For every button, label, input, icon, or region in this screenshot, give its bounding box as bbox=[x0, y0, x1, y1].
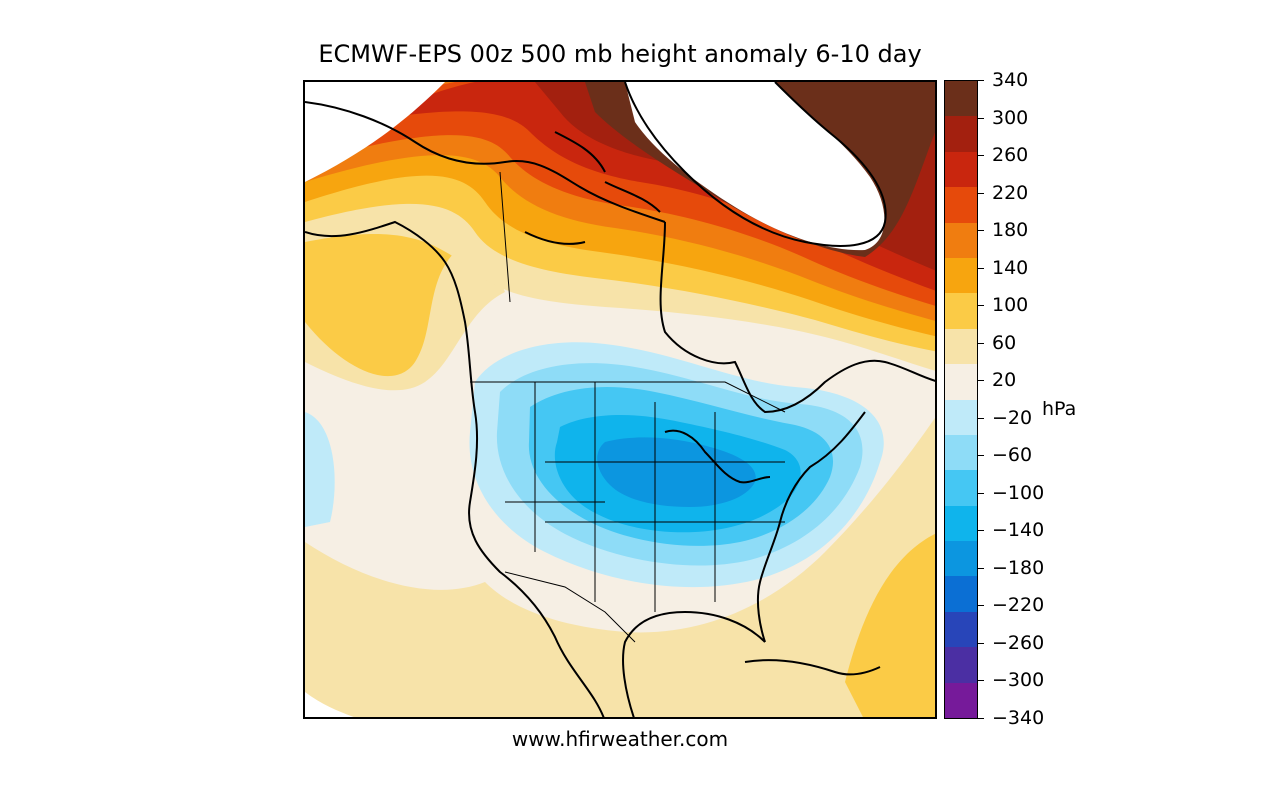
contour-20-south bbox=[305, 417, 935, 717]
colorbar-segment bbox=[945, 187, 977, 223]
colorbar-tick-mark bbox=[978, 455, 984, 456]
colorbar-tick-label: 260 bbox=[992, 144, 1029, 166]
colorbar-tick-mark bbox=[978, 305, 984, 306]
colorbar-segment bbox=[945, 116, 977, 152]
source-url: www.hfirweather.com bbox=[511, 727, 729, 751]
colorbar-tick-mark bbox=[978, 155, 984, 156]
colorbar-tick-mark bbox=[978, 118, 984, 119]
colorbar-tick-label: −260 bbox=[992, 632, 1045, 654]
colorbar bbox=[944, 80, 978, 719]
colorbar-tick-mark bbox=[978, 530, 984, 531]
colorbar-tick-label: −300 bbox=[992, 669, 1045, 691]
colorbar-tick-label: −340 bbox=[992, 707, 1045, 729]
colorbar-segment bbox=[945, 505, 977, 542]
colorbar-segment bbox=[945, 682, 977, 719]
sw-blank-corner bbox=[305, 692, 354, 717]
coastline-gulf bbox=[622, 610, 766, 717]
colorbar-tick-label: 100 bbox=[992, 294, 1029, 316]
colorbar-tick-mark bbox=[978, 493, 984, 494]
colorbar-ticks: 340 300 260 220 180 140 100 60 20 −20 −60 −100 −140 −… bbox=[978, 69, 1058, 729]
colorbar-segment bbox=[945, 364, 977, 400]
political-borders bbox=[470, 171, 786, 643]
colorbar-segment bbox=[945, 470, 977, 506]
colorbar-segment bbox=[945, 81, 977, 117]
colorbar-segment bbox=[945, 328, 977, 365]
colorbar-tick-mark bbox=[978, 380, 984, 381]
colorbar-tick-label: −60 bbox=[992, 444, 1033, 466]
colorbar-tick-mark bbox=[978, 643, 984, 644]
colorbar-segment bbox=[945, 222, 977, 258]
colorbar-segment bbox=[945, 434, 977, 471]
colorbar-tick-mark bbox=[978, 230, 984, 231]
colorbar-tick-mark bbox=[978, 80, 984, 81]
map-canvas bbox=[305, 82, 935, 717]
colorbar-tick-mark bbox=[978, 193, 984, 194]
colorbar-tick-label: 220 bbox=[992, 182, 1029, 204]
colorbar-tick-label: 300 bbox=[992, 107, 1029, 129]
coastline-west bbox=[305, 220, 605, 717]
colorbar-tick-mark bbox=[978, 680, 984, 681]
arctic-islands bbox=[524, 131, 661, 245]
colorbar-tick-mark bbox=[978, 568, 984, 569]
colorbar-tick-mark bbox=[978, 268, 984, 269]
coastlines bbox=[305, 82, 935, 717]
colorbar-tick-label: −220 bbox=[992, 594, 1045, 616]
colorbar-tick-mark bbox=[978, 418, 984, 419]
colorbar-tick-label: −140 bbox=[992, 519, 1045, 541]
anomaly-map bbox=[303, 80, 937, 719]
colorbar-tick-label: 60 bbox=[992, 332, 1017, 354]
coastline-greenland bbox=[624, 82, 887, 247]
colorbar-segment bbox=[945, 399, 977, 435]
colorbar-tick-label: 180 bbox=[992, 219, 1029, 241]
border-alaska-canada bbox=[499, 171, 511, 303]
state-lines bbox=[505, 382, 785, 612]
coastline-alaska-north bbox=[305, 101, 666, 223]
colorbar-segment bbox=[945, 257, 977, 294]
colorbar-unit: hPa bbox=[1042, 398, 1077, 420]
colorbar-segment bbox=[945, 647, 977, 683]
colorbar-tick-label: 140 bbox=[992, 257, 1029, 279]
coastline-cuba bbox=[744, 659, 881, 676]
border-canada-us bbox=[470, 381, 786, 413]
colorbar-segment bbox=[945, 293, 977, 329]
coastline-hudson-bay bbox=[659, 221, 935, 414]
contour-minus180 bbox=[597, 437, 756, 507]
colorbar-tick-label: −20 bbox=[992, 407, 1033, 429]
map-title: ECMWF-EPS 00z 500 mb height anomaly 6-10… bbox=[318, 40, 922, 68]
colorbar-tick-label: −180 bbox=[992, 557, 1045, 579]
colorbar-tick-label: −100 bbox=[992, 482, 1045, 504]
colorbar-segment bbox=[945, 541, 977, 577]
colorbar-segment bbox=[945, 151, 977, 188]
colorbar-tick-mark bbox=[978, 343, 984, 344]
contour-minus20-pacific bbox=[305, 412, 335, 527]
colorbar-segment bbox=[945, 576, 977, 612]
colorbar-segment bbox=[945, 611, 977, 648]
great-lakes bbox=[664, 429, 771, 484]
border-us-mexico bbox=[504, 571, 636, 643]
colorbar-tick-label: 340 bbox=[992, 69, 1029, 91]
colorbar-tick-mark bbox=[978, 605, 984, 606]
colorbar-tick-mark bbox=[978, 718, 984, 719]
colorbar-tick-label: 20 bbox=[992, 369, 1017, 391]
nw-blank-corner bbox=[305, 82, 445, 182]
